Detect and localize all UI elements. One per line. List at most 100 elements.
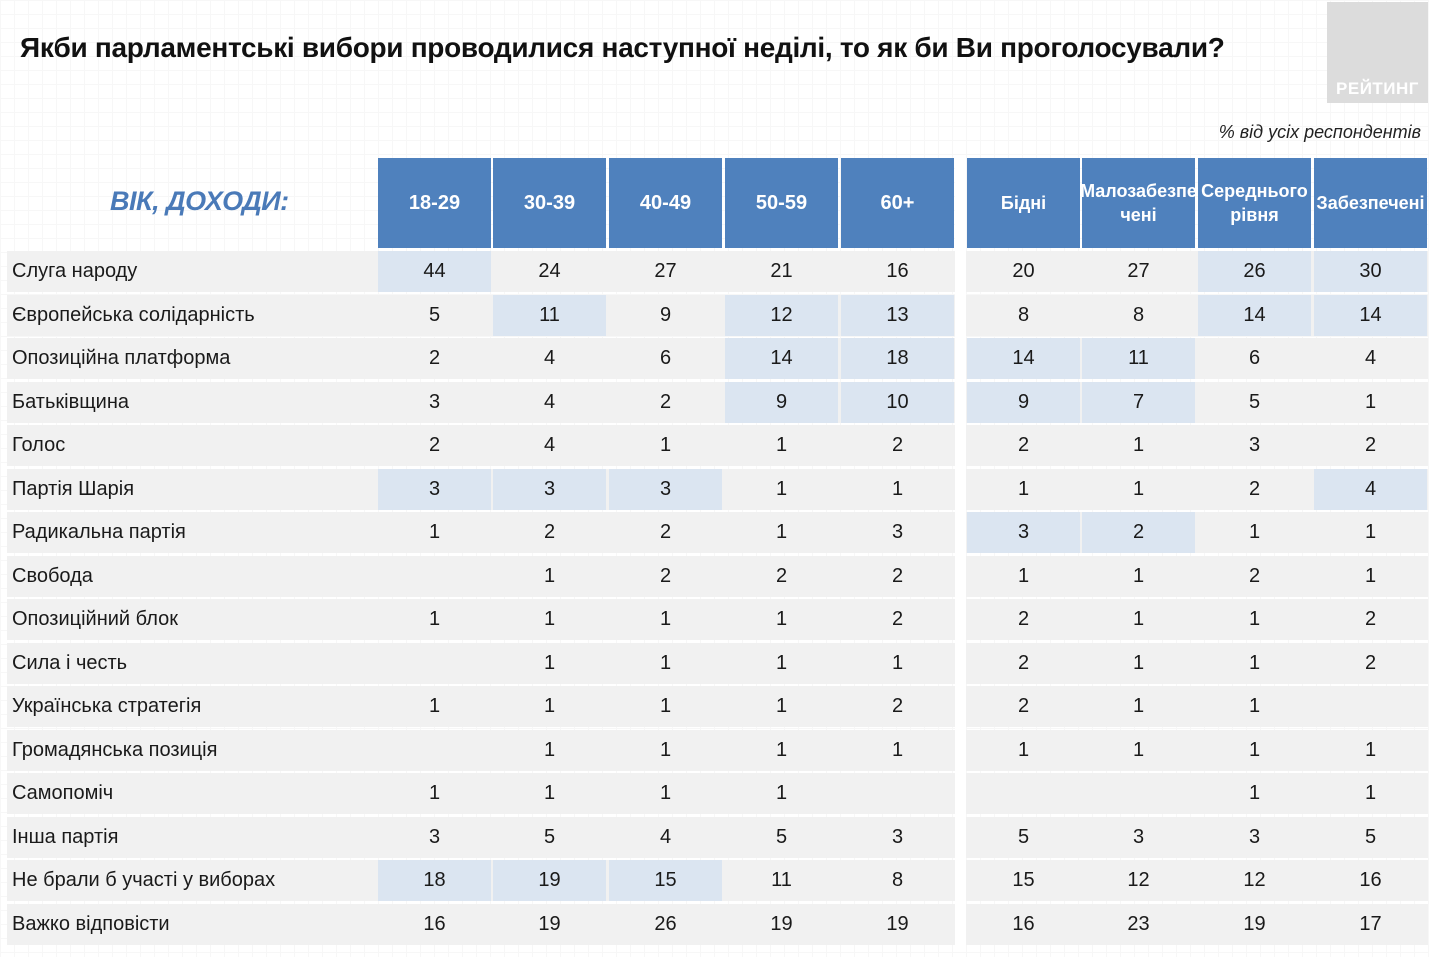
table-cell: 1 [1364,782,1377,804]
table-cell: 1 [775,782,788,804]
table-cell: 1 [543,651,556,674]
row-label: Голос [12,434,66,456]
table-row [7,642,1428,684]
table-cell: 2 [1364,608,1377,630]
table-cell: 2 [543,521,556,543]
column-header: Малозабезпе чені [1080,158,1197,248]
table-cell: 19 [538,912,561,935]
table-cell: 1 [775,651,788,674]
table-cell: 1 [775,738,788,761]
table-cell [378,730,491,771]
table-cell: 18 [841,338,954,379]
table-cell: 4 [543,390,556,413]
table-cell: 15 [1012,869,1035,891]
table-cell: 4 [543,434,556,456]
group-separator [955,158,966,948]
table-cell: 1 [428,782,441,804]
row-label: Самопоміч [12,782,114,804]
page-title: Якби парламентські вибори проводилися на… [20,32,1225,63]
table-cell: 12 [1243,869,1266,891]
table-cell: 1 [891,477,904,500]
table-cell: 3 [609,468,722,510]
table-cell: 3 [1248,825,1261,848]
table-cell: 1 [543,608,556,630]
table-cell: 3 [428,390,441,413]
table-cell [967,773,1080,814]
table-cell: 2 [891,608,904,630]
row-label: Радикальна партія [12,521,186,543]
table-cell: 1 [1364,390,1377,413]
table-cell: 21 [770,260,793,282]
table-cell: 30 [1314,251,1427,292]
rating-logo: РЕЙТИНГ [1327,2,1428,103]
table-cell: 19 [886,912,909,935]
table-cell: 1 [543,564,556,587]
table-cell: 2 [428,347,441,369]
table-cell: 1 [775,434,788,456]
table-cell: 1 [659,782,672,804]
row-label: Не брали б участі у виборах [12,869,276,891]
table-cell: 1 [543,695,556,717]
table-cell: 12 [725,294,838,336]
table-cell: 3 [1132,825,1145,848]
table-cell: 4 [1314,468,1427,510]
table-cell: 27 [1127,260,1150,282]
table-cell: 1 [1248,608,1261,630]
table-cell: 8 [891,869,904,891]
table-cell: 1 [1248,651,1261,674]
table-cell: 27 [654,260,677,282]
table-cell: 19 [770,912,793,935]
table-cell: 1 [1132,608,1145,630]
table-cell: 1 [543,738,556,761]
row-label: Європейська солідарність [12,303,255,326]
table-cell: 2 [891,695,904,717]
table-cell: 11 [1082,338,1195,379]
column-header: Бідні [967,158,1080,248]
table-row [7,555,1428,597]
table-cell: 2 [775,564,788,587]
table-cell: 14 [1314,294,1427,336]
table-cell: 6 [1248,347,1261,369]
table-cell: 8 [1132,303,1145,326]
table-cell: 2 [891,564,904,587]
table-cell: 14 [725,338,838,379]
table-cell: 4 [659,825,672,848]
table-cell: 15 [609,860,722,901]
row-label: Слуга народу [12,260,138,282]
table-cell: 1 [1364,521,1377,543]
table-cell: 1 [1364,564,1377,587]
table-row [7,294,1428,336]
table-cell: 7 [1082,381,1195,423]
table-row [7,686,1428,727]
row-label: Сила і честь [12,651,128,674]
table-cell: 1 [1132,434,1145,456]
table-cell: 2 [1364,651,1377,674]
table-cell: 1 [428,521,441,543]
row-label: Опозиційний блок [12,608,178,630]
table-cell: 1 [659,434,672,456]
table-cell: 2 [1017,695,1030,717]
table-cell: 16 [423,912,446,935]
table-cell: 16 [1012,912,1035,935]
table-cell: 9 [725,381,838,423]
row-label: Свобода [12,564,93,587]
table-cell: 9 [967,381,1080,423]
table-cell: 1 [428,695,441,717]
table-cell: 1 [1132,738,1145,761]
table-cell: 1 [1132,695,1145,717]
table-cell: 24 [538,260,561,282]
table-cell: 19 [493,860,606,901]
table-cell [378,556,491,597]
column-header: 30-39 [493,158,606,248]
table-cell: 23 [1127,912,1150,935]
table-cell: 5 [543,825,556,848]
table-row [7,251,1428,292]
table-cell: 1 [891,651,904,674]
table-cell: 1 [1132,477,1145,500]
table-row [7,773,1428,814]
table-cell: 18 [378,860,491,901]
column-header: 60+ [841,158,954,248]
table-cell: 1 [659,695,672,717]
table-cell: 20 [1012,260,1035,282]
row-label: Батьківщина [12,390,130,413]
